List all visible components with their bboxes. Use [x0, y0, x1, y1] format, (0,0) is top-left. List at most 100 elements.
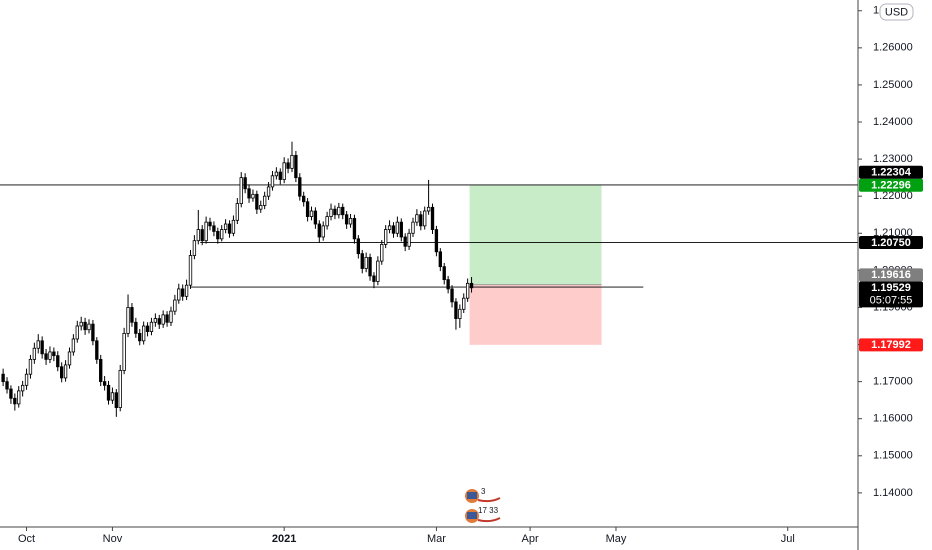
- y-tick-label: 1.15000: [873, 450, 913, 462]
- candle-body: [118, 370, 122, 408]
- candle-body: [145, 325, 150, 332]
- y-tick-label: 1.24000: [873, 116, 913, 128]
- event-flag: [467, 512, 477, 519]
- candle-body: [56, 355, 60, 368]
- candle-body: [5, 381, 9, 390]
- loss-zone: [469, 284, 602, 345]
- candle-body: [48, 351, 52, 360]
- y-tick-label: 1.23000: [873, 153, 913, 165]
- price-label-box: [859, 178, 923, 192]
- candle-body: [110, 392, 115, 401]
- candle-body: [83, 321, 87, 331]
- candle-body: [251, 193, 255, 199]
- candle-body: [235, 203, 240, 221]
- candle-body: [286, 162, 290, 169]
- candle-body: [333, 208, 337, 216]
- candle-body: [313, 210, 318, 225]
- price-label-box: [859, 338, 923, 352]
- candle-body: [20, 384, 25, 392]
- candle-body: [87, 323, 91, 331]
- y-tick-label: 1.14000: [873, 487, 913, 499]
- candle-body: [372, 275, 376, 282]
- candle-body: [75, 325, 79, 340]
- candle-body: [71, 338, 76, 353]
- candle-body: [387, 225, 392, 230]
- candle-body: [200, 229, 204, 242]
- candle-body: [40, 340, 44, 355]
- candle-body: [364, 256, 368, 269]
- candle-body: [262, 195, 267, 206]
- candle-body: [149, 321, 154, 332]
- currency-badge[interactable]: USD: [879, 3, 914, 21]
- candle-body: [192, 240, 197, 256]
- event-count: 3: [481, 487, 486, 496]
- candle-body: [423, 210, 427, 227]
- candle-body: [337, 206, 341, 216]
- candle-body: [114, 392, 118, 408]
- candle-body: [426, 206, 431, 212]
- candle-body: [325, 216, 329, 227]
- event-flag: [467, 492, 477, 499]
- candle-body: [344, 214, 349, 225]
- x-tick-label: May: [606, 533, 627, 545]
- candle-body: [24, 373, 29, 386]
- candle-body: [282, 162, 286, 180]
- candle-body: [465, 282, 470, 299]
- candle-body: [290, 154, 294, 169]
- candle-body: [294, 154, 298, 179]
- price-label: 1.19616: [871, 269, 911, 281]
- candle-body: [28, 358, 33, 375]
- price-label: 1.20750: [871, 237, 911, 249]
- candle-body: [341, 206, 345, 216]
- candle-body: [368, 256, 372, 277]
- candle-body: [212, 225, 216, 232]
- candle-body: [220, 229, 224, 240]
- price-label-box: [859, 281, 923, 308]
- event-swash: [477, 497, 501, 523]
- currency-badge-box[interactable]: [879, 3, 914, 21]
- candle-body: [411, 221, 415, 234]
- x-tick-label: Mar: [427, 533, 446, 545]
- candle-body: [67, 351, 72, 366]
- countdown: 05:07:55: [870, 295, 913, 307]
- candle-body: [208, 221, 212, 227]
- price-label: 1.17992: [871, 339, 911, 351]
- candle-body: [469, 282, 474, 289]
- candle-body: [321, 225, 325, 238]
- candle-body: [157, 318, 161, 325]
- candle-body: [223, 223, 228, 230]
- y-tick-label: 1.26000: [873, 42, 913, 54]
- candle-body: [227, 223, 232, 234]
- candle-body: [462, 297, 466, 310]
- candle-body: [161, 314, 165, 325]
- candle-body: [106, 384, 111, 401]
- candle-body: [99, 358, 103, 383]
- candle-body: [356, 238, 361, 255]
- price-label-box: [859, 236, 923, 250]
- x-tick-label: Nov: [103, 533, 123, 545]
- profit-zone: [469, 185, 602, 285]
- candle-body: [434, 229, 439, 253]
- y-tick-label: 1.22000: [873, 190, 913, 202]
- position-layer: [469, 185, 602, 345]
- candle-body: [403, 236, 407, 247]
- candle-body: [305, 201, 310, 217]
- currency-text[interactable]: USD: [885, 6, 908, 18]
- candle-body: [130, 307, 134, 323]
- event-count: 17 33: [478, 506, 499, 515]
- candle-body: [181, 288, 185, 297]
- candle-body: [278, 171, 282, 180]
- candle-body: [102, 381, 107, 386]
- candle-body: [79, 321, 83, 327]
- event-badges[interactable]: 3 17 33: [465, 487, 501, 523]
- candle-body: [380, 244, 384, 262]
- candle-body: [1, 373, 5, 383]
- candle-body: [177, 288, 181, 301]
- candle-body: [391, 225, 396, 234]
- candle-body: [165, 314, 169, 323]
- candle-body: [95, 340, 99, 360]
- price-label-box: [859, 268, 923, 282]
- candle-body: [17, 390, 21, 405]
- price-label: 1.19529: [871, 282, 911, 294]
